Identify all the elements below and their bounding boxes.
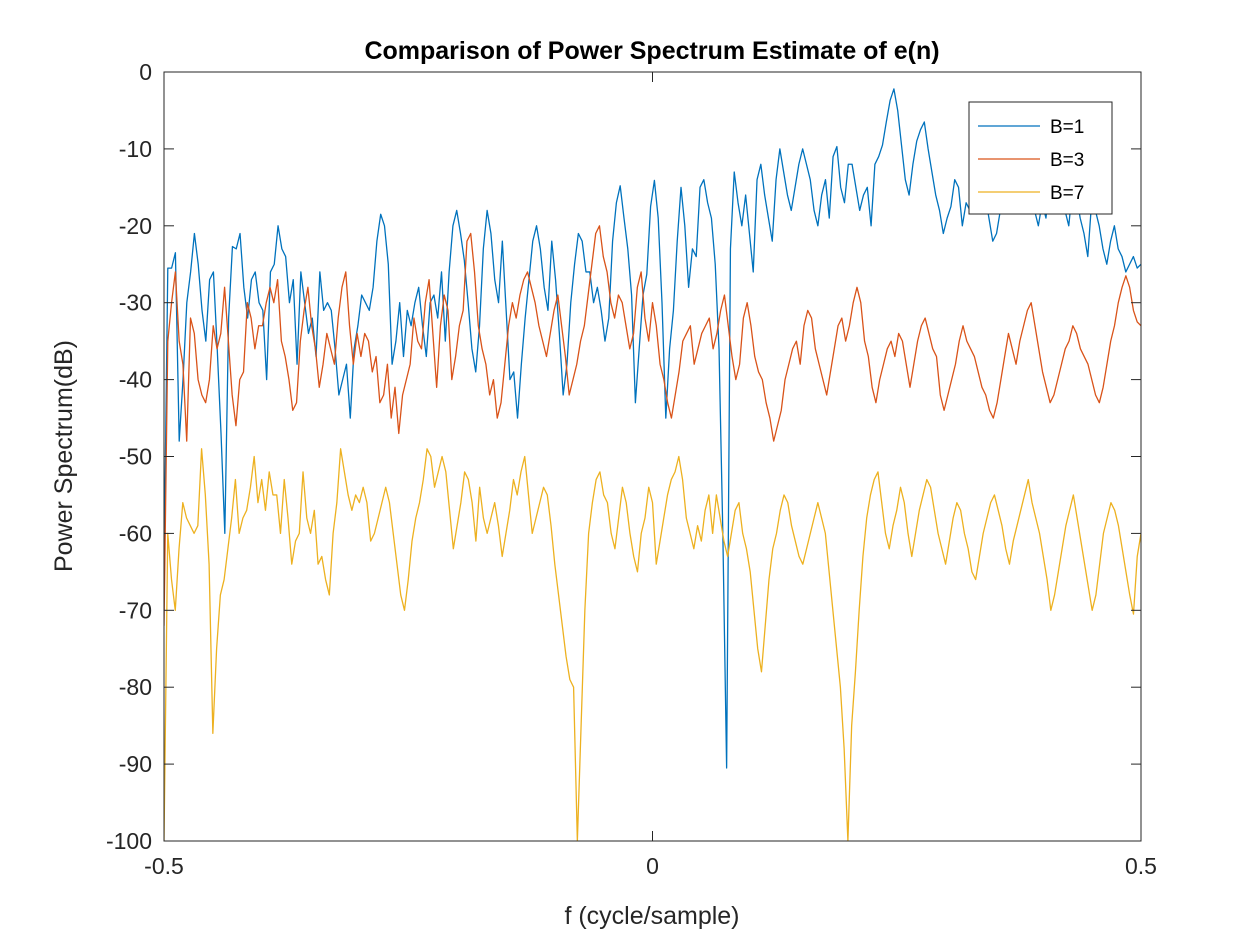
legend: B=1 B=3 B=7: [968, 101, 1113, 215]
ticks-layer: 0 -10 -20 -30 -40 -50 -60 -70 -80 -90 -100-0.5 0 0.5: [106, 59, 1157, 879]
y-tick-label: -20: [119, 213, 152, 239]
series-line-b-3: [164, 225, 1141, 626]
legend-box: [968, 101, 1113, 215]
legend-label-b-3: B=3: [1050, 150, 1084, 171]
y-tick-label: -70: [119, 597, 152, 623]
x-tick-label: 0: [646, 853, 659, 879]
x-tick-label: -0.5: [144, 853, 184, 879]
y-tick-label: -10: [119, 136, 152, 162]
y-axis-label: Power Spectrum(dB): [50, 340, 78, 572]
chart-title: Comparison of Power Spectrum Estimate of…: [364, 37, 939, 65]
legend-label-b-1: B=1: [1050, 117, 1084, 138]
legend-label-b-7: B=7: [1050, 183, 1084, 204]
y-tick-label: -100: [106, 828, 152, 854]
y-tick-label: -30: [119, 290, 152, 316]
y-tick-label: -50: [119, 444, 152, 470]
y-tick-label: -80: [119, 674, 152, 700]
y-tick-label: -40: [119, 367, 152, 393]
series-line-b-7: [164, 448, 1141, 841]
x-tick-label: 0.5: [1125, 853, 1157, 879]
y-tick-label: -90: [119, 751, 152, 777]
y-tick-label: 0: [139, 59, 152, 85]
x-axis-label: f (cycle/sample): [564, 902, 739, 930]
y-tick-label: -60: [119, 520, 152, 546]
